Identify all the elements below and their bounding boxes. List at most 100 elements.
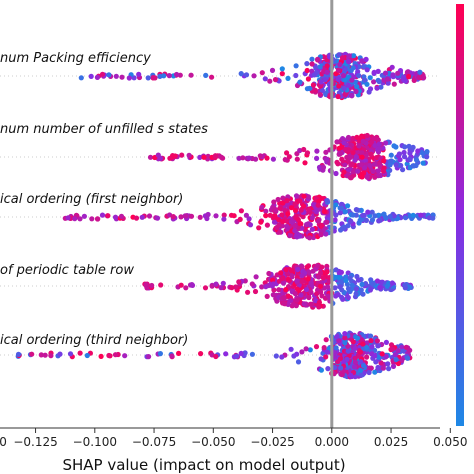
shap-point bbox=[266, 270, 272, 277]
shap-point bbox=[240, 155, 246, 161]
shap-point bbox=[304, 150, 311, 156]
shap-point bbox=[319, 88, 325, 94]
x-axis-ticks: −0.125 −0.100 −0.075 −0.050 −0.025 0.000 0.025… bbox=[0, 428, 467, 449]
shap-point bbox=[359, 174, 365, 180]
shap-point bbox=[354, 134, 360, 140]
shap-point bbox=[389, 64, 395, 70]
shap-point bbox=[374, 278, 381, 284]
shap-point bbox=[294, 156, 300, 162]
shap-point bbox=[348, 333, 355, 339]
shap-point bbox=[276, 287, 282, 293]
shap-point bbox=[139, 214, 145, 220]
shap-point bbox=[301, 146, 307, 153]
shap-point bbox=[345, 223, 351, 229]
shap-point bbox=[337, 284, 343, 290]
shap-point bbox=[38, 352, 44, 358]
shap-point bbox=[338, 201, 345, 207]
shap-point bbox=[356, 143, 362, 149]
shap-point bbox=[371, 161, 377, 167]
shap-point bbox=[275, 196, 281, 203]
shap-point bbox=[304, 61, 310, 67]
shap-point bbox=[234, 353, 240, 359]
shap-point bbox=[318, 289, 324, 295]
shap-point bbox=[118, 213, 125, 219]
shap-point bbox=[337, 150, 343, 156]
shap-point bbox=[353, 291, 359, 297]
shap-point bbox=[167, 155, 173, 161]
shap-point bbox=[415, 148, 421, 154]
shap-point bbox=[353, 207, 359, 213]
feature-label: ical ordering (first neighbor) bbox=[0, 192, 183, 207]
shap-point bbox=[223, 351, 229, 357]
shap-point bbox=[294, 286, 300, 292]
shap-point bbox=[345, 343, 351, 349]
shap-point bbox=[282, 207, 288, 213]
shap-point bbox=[236, 279, 242, 285]
shap-point bbox=[284, 198, 290, 204]
shap-point bbox=[297, 147, 303, 154]
shap-point bbox=[157, 155, 164, 161]
shap-point bbox=[402, 144, 408, 150]
shap-point bbox=[303, 287, 310, 293]
shap-point bbox=[385, 80, 391, 86]
shap-point bbox=[349, 93, 355, 99]
shap-point bbox=[380, 168, 387, 174]
shap-point bbox=[147, 154, 154, 160]
shap-point bbox=[323, 149, 329, 155]
shap-point bbox=[336, 83, 342, 89]
shap-point bbox=[161, 73, 167, 79]
shap-point bbox=[288, 346, 294, 352]
shap-point bbox=[309, 56, 315, 62]
shap-point bbox=[353, 88, 359, 95]
shap-point bbox=[238, 350, 244, 356]
shap-point bbox=[407, 347, 413, 353]
shap-point bbox=[345, 294, 351, 301]
shap-point bbox=[420, 160, 426, 166]
shap-point bbox=[342, 162, 348, 168]
shap-point bbox=[249, 281, 255, 287]
shap-point bbox=[286, 154, 292, 160]
shap-point bbox=[242, 350, 248, 356]
shap-point bbox=[357, 349, 364, 355]
shap-point bbox=[346, 58, 352, 65]
shap-point bbox=[368, 139, 375, 146]
shap-point bbox=[158, 282, 164, 288]
shap-point bbox=[335, 292, 341, 298]
shap-point bbox=[253, 274, 259, 280]
feature-label: num Packing efficiency bbox=[0, 51, 151, 66]
shap-point bbox=[324, 69, 330, 75]
shap-point bbox=[368, 365, 374, 371]
shap-point bbox=[112, 352, 119, 358]
shap-point bbox=[345, 286, 352, 292]
shap-point bbox=[343, 277, 349, 284]
shap-point bbox=[259, 70, 265, 76]
shap-point bbox=[368, 333, 374, 339]
shap-point bbox=[198, 351, 204, 357]
x-tick-label-clipped: 0 bbox=[0, 435, 7, 449]
shap-point bbox=[267, 212, 273, 218]
shap-point bbox=[410, 212, 416, 218]
shap-point bbox=[360, 341, 366, 347]
shap-point bbox=[334, 139, 340, 145]
shap-point bbox=[377, 164, 383, 170]
shap-point bbox=[339, 156, 345, 162]
shap-point bbox=[259, 284, 265, 290]
shap-point bbox=[292, 207, 299, 214]
shap-point bbox=[375, 137, 381, 143]
shap-point bbox=[319, 264, 325, 270]
shap-point bbox=[367, 287, 373, 293]
shap-point bbox=[249, 351, 255, 357]
shap-point bbox=[308, 289, 314, 295]
shap-point bbox=[341, 169, 347, 175]
shap-point bbox=[301, 301, 307, 307]
shap-point bbox=[346, 53, 352, 59]
shap-point bbox=[174, 71, 180, 78]
shap-point bbox=[369, 217, 376, 223]
shap-point bbox=[360, 212, 366, 219]
shap-point bbox=[393, 356, 399, 363]
shap-point bbox=[367, 75, 373, 81]
shap-point bbox=[375, 343, 381, 349]
shap-point bbox=[299, 349, 305, 355]
shap-point bbox=[283, 287, 289, 293]
shap-point bbox=[353, 154, 359, 160]
